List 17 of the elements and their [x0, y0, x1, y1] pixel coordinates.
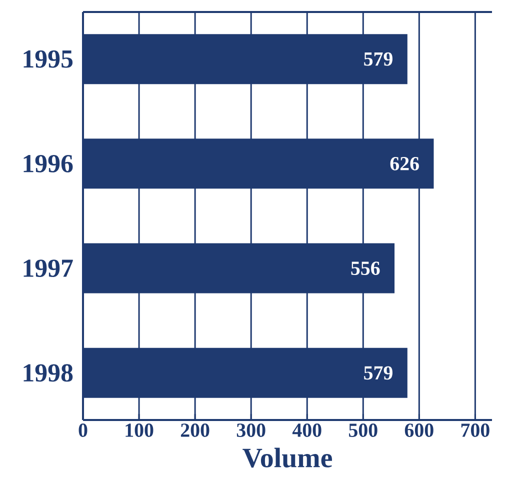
x-tick-label: 0 [78, 424, 88, 437]
x-tick-label: 700 [461, 424, 490, 437]
x-tick-label: 200 [180, 424, 210, 437]
x-tick-label: 300 [236, 424, 266, 437]
y-tick-label: 1998 [24, 364, 73, 382]
y-tick-label: 1997 [24, 260, 73, 277]
data-label: 579 [364, 366, 392, 380]
data-label: 579 [364, 52, 392, 66]
x-axis-title: Volume [242, 448, 332, 468]
data-label: 626 [390, 157, 419, 170]
data-label: 556 [351, 262, 380, 275]
x-tick-label: 100 [126, 424, 154, 437]
x-tick-label: 600 [404, 424, 434, 437]
y-tick-label: 1996 [24, 154, 73, 172]
x-tick-label: 400 [292, 424, 322, 437]
x-tick-label: 500 [348, 424, 378, 437]
y-tick-label: 1995 [24, 50, 73, 68]
